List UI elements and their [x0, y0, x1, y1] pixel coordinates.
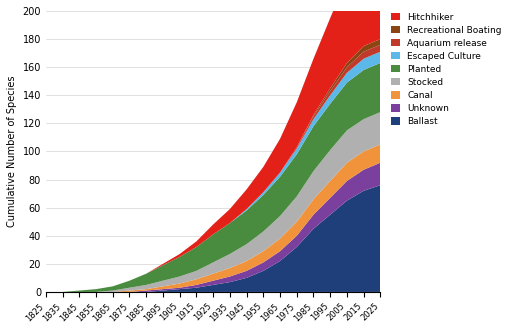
Legend: Hitchhiker, Recreational Boating, Aquarium release, Escaped Culture, Planted, St: Hitchhiker, Recreational Boating, Aquari… [388, 10, 504, 129]
Y-axis label: Cumulative Number of Species: Cumulative Number of Species [7, 76, 17, 227]
